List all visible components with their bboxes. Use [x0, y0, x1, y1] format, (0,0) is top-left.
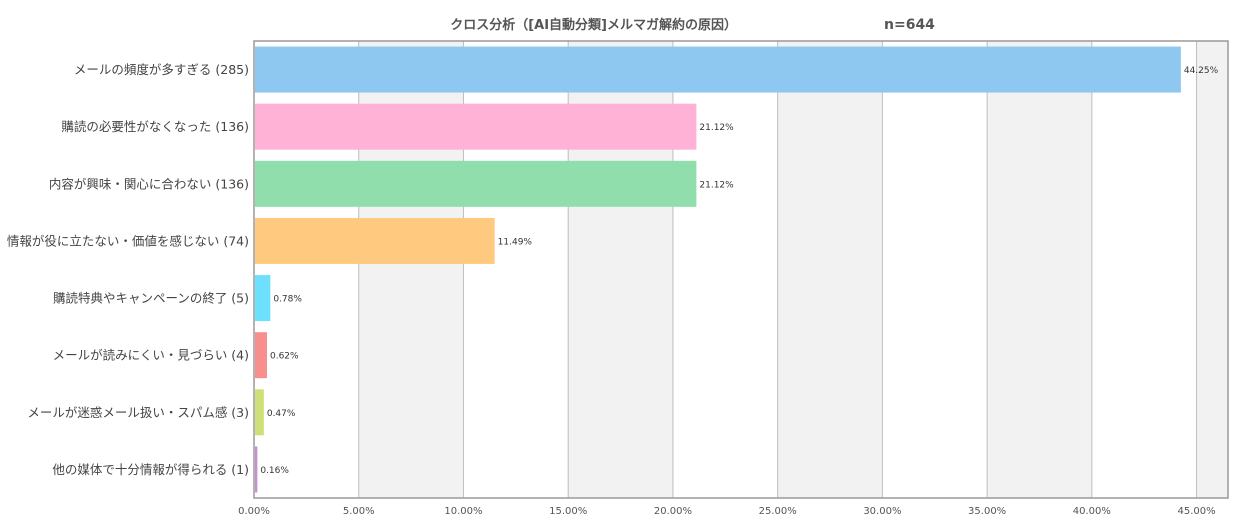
plot-frame	[253, 40, 1229, 499]
category-label: メールが迷惑メール扱い・スパム感 (3)	[27, 405, 249, 420]
x-tick-label: 30.00%	[863, 506, 901, 517]
bar	[255, 389, 264, 436]
data-label: 44.25%	[1184, 66, 1219, 76]
category-label: 購読特典やキャンペーンの終了 (5)	[53, 291, 249, 306]
x-tick-label: 40.00%	[1073, 506, 1111, 517]
x-tick-label: 10.00%	[444, 506, 482, 517]
data-label: 0.78%	[273, 295, 302, 305]
x-tick-label: 5.00%	[343, 506, 375, 517]
x-tick-label: 20.00%	[654, 506, 692, 517]
plot-band	[777, 41, 883, 498]
bar	[255, 275, 271, 322]
category-labels: メールの頻度が多すぎる (285) 購読の必要性がなくなった (136) 内容が興味…	[7, 62, 249, 477]
data-label: 21.12%	[699, 123, 734, 133]
data-label: 0.62%	[270, 352, 299, 362]
x-tick-label: 35.00%	[968, 506, 1006, 517]
bars-group	[255, 46, 1181, 493]
category-label: メールの頻度が多すぎる (285)	[74, 62, 249, 77]
bar	[255, 217, 495, 264]
bar	[255, 332, 267, 379]
sample-size: n=644	[884, 17, 935, 33]
category-label: 購読の必要性がなくなった (136)	[61, 119, 249, 134]
chart-title: クロス分析（[AI自動分類]メルマガ解約の原因）	[450, 17, 737, 33]
data-label: 21.12%	[699, 180, 734, 190]
plot-band	[1196, 41, 1228, 498]
category-label: 内容が興味・関心に合わない (136)	[49, 176, 249, 191]
category-label: 他の媒体で十分情報が得られる (1)	[52, 462, 249, 477]
bar	[255, 446, 258, 493]
x-tick-labels: 0.00% 5.00% 10.00% 15.00% 20.00% 25.00% 30.00%…	[238, 506, 1216, 517]
x-tick-label: 25.00%	[759, 506, 797, 517]
bar	[255, 160, 697, 207]
bar	[255, 46, 1181, 93]
data-label: 11.49%	[498, 237, 533, 247]
x-tick-label: 45.00%	[1178, 506, 1216, 517]
data-label: 0.47%	[267, 409, 296, 419]
value-labels: 44.25% 21.12% 21.12% 11.49% 0.78% 0.62% 0.47% 0…	[260, 66, 1218, 476]
x-tick-label: 15.00%	[549, 506, 587, 517]
plot-band	[987, 41, 1092, 498]
category-label: 情報が役に立たない・価値を感じない (74)	[7, 233, 249, 248]
x-tick-label: 0.00%	[238, 506, 270, 517]
category-label: メールが読みにくい・見づらい (4)	[53, 348, 249, 363]
data-label: 0.16%	[260, 466, 289, 476]
bar	[255, 103, 697, 150]
